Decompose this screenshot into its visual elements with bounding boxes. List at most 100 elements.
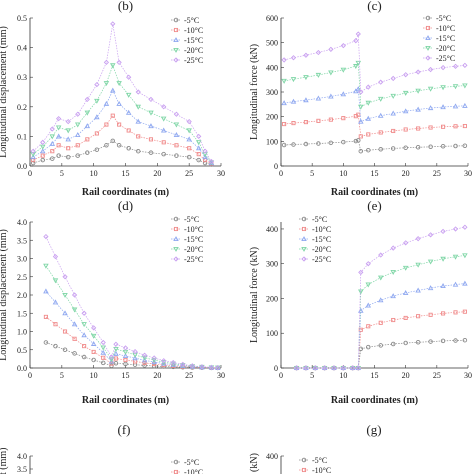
x-tick-label: 15 [371,371,379,380]
data-point [56,143,61,148]
data-point [328,70,334,76]
data-point [340,91,347,97]
data-point [196,157,201,163]
data-point [65,118,71,125]
data-point [56,116,62,122]
data-point [148,96,154,103]
series-2 [294,309,467,371]
chart-panel-5: (f) 3.5 4.0 ent (mm) -5°C-10°C [0,422,203,474]
data-point [110,113,115,118]
data-point [110,63,116,69]
data-point [90,340,97,346]
data-point [453,310,458,315]
x-tick-label: 10 [90,169,98,178]
x-tick-label: 5 [60,371,64,380]
series-line [296,311,465,369]
y-axis-title: ent (mm) [0,448,9,474]
panel-label: (f) [118,422,131,437]
data-point [75,153,80,158]
series-5 [43,233,221,371]
y-tick-label: 400 [266,452,278,461]
data-point [316,118,321,123]
data-point [281,78,287,84]
data-point [81,310,87,316]
data-point [402,90,409,96]
data-point [103,81,110,87]
data-point [141,352,148,358]
data-point [440,228,446,235]
data-point [341,116,346,121]
data-point [452,63,459,69]
series-5 [293,224,468,371]
series-2 [43,314,220,370]
data-point [91,349,96,354]
y-tick-label: 3.0 [17,255,27,264]
data-point [148,137,154,142]
data-point [202,148,208,154]
data-point [52,254,59,260]
data-point [312,365,318,371]
data-point [358,104,364,110]
data-point [49,140,56,146]
legend-label: -5°C [312,215,327,224]
legend-entry: -20°C [299,245,331,254]
legend-entry: -15°C [299,235,331,244]
data-point [365,282,372,288]
data-point [161,358,167,364]
series-1 [294,337,468,371]
data-point [43,340,49,345]
data-point [173,111,180,117]
data-point [142,363,147,368]
chart-panel-6: (g) 400 e (kN) -5°C-10°C [249,422,382,474]
legend-label: -15°C [436,34,455,43]
data-point [52,278,59,284]
data-point [30,152,36,158]
data-point [122,353,129,359]
series-line [284,114,465,137]
data-point [427,66,434,73]
data-point [49,134,56,140]
data-point [53,322,58,327]
legend-entry: -25°C [299,255,331,264]
data-point [62,347,68,353]
y-tick-label: 4.0 [17,218,27,227]
data-point [390,245,396,251]
data-point [358,148,364,154]
data-point [94,131,99,136]
legend-label: -20°C [436,44,455,53]
x-tick-label: 5 [310,371,314,380]
legend-label: -25°C [184,255,203,264]
data-point [303,97,309,103]
series-4 [30,63,215,166]
data-point [328,93,334,99]
legend-entry: -15°C [171,36,203,45]
panel-label: (b) [118,0,133,13]
data-point [40,153,45,158]
data-point [355,31,361,37]
y-tick-label: 200 [266,294,278,303]
panel-label: (e) [367,198,381,213]
data-point [403,340,408,346]
data-point [151,357,157,363]
data-point [340,365,346,371]
x-axis-title: Rail coordinates (m) [82,395,169,406]
data-point [125,109,132,115]
data-point [196,152,201,157]
data-point [75,111,81,117]
data-point [291,121,296,126]
data-point [116,59,122,66]
y-tick-label: 3.5 [17,236,27,245]
x-axis-title: Rail coordinates (m) [82,187,169,198]
data-point [189,363,195,369]
x-tick-label: 20 [153,371,161,380]
data-point [195,145,202,151]
legend-label: -25°C [312,255,331,264]
x-tick-label: 15 [371,169,379,178]
legend-label: -25°C [184,56,203,65]
data-point [303,141,309,147]
data-point [123,361,128,367]
data-point [353,38,359,44]
data-point [290,98,297,104]
y-axis-title: Longitudinal force (kN) [249,247,260,343]
data-point [350,365,356,371]
